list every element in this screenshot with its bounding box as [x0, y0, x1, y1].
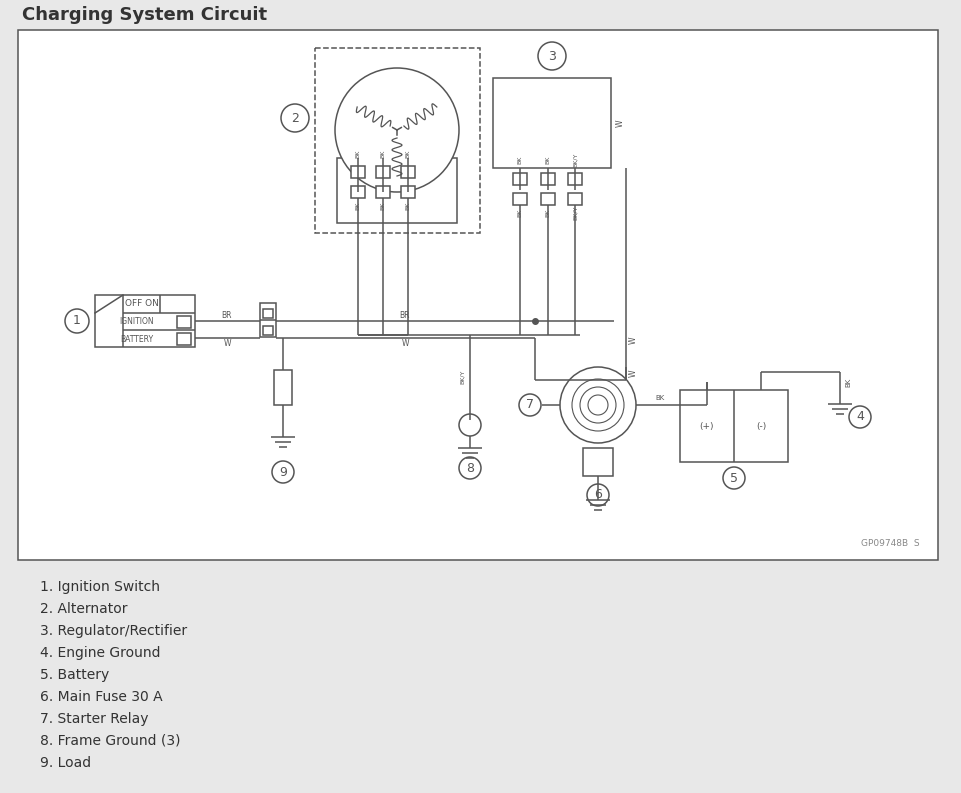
Bar [513, 173, 527, 185]
Bar [401, 186, 415, 198]
Bar [177, 316, 191, 328]
Bar [376, 186, 390, 198]
Text: BK: BK [406, 201, 410, 210]
Text: 2: 2 [291, 112, 299, 125]
Text: 6. Main Fuse 30 A: 6. Main Fuse 30 A [40, 690, 162, 704]
Bar [376, 166, 390, 178]
Text: BATTERY: BATTERY [120, 335, 154, 343]
Text: 1: 1 [73, 315, 81, 328]
Text: IGNITION: IGNITION [120, 317, 155, 327]
Bar [351, 186, 365, 198]
Text: BK: BK [356, 201, 360, 210]
Circle shape [459, 414, 481, 436]
Text: W: W [223, 339, 231, 348]
Bar [263, 309, 273, 318]
Text: BK: BK [546, 209, 551, 217]
Text: 4: 4 [856, 411, 864, 423]
Bar [274, 370, 292, 405]
Text: 4. Engine Ground: 4. Engine Ground [40, 646, 160, 660]
Text: BK/Y: BK/Y [459, 370, 464, 384]
Bar [680, 390, 788, 462]
Text: W: W [628, 336, 637, 343]
Bar [263, 326, 273, 335]
Text: W: W [615, 119, 625, 127]
Bar [493, 78, 611, 168]
Text: BK: BK [381, 150, 385, 158]
Text: OFF ON: OFF ON [125, 300, 159, 308]
Text: 9: 9 [279, 465, 287, 478]
Bar [260, 303, 276, 337]
Text: BK: BK [518, 209, 523, 217]
Bar [583, 448, 613, 476]
Circle shape [335, 68, 459, 192]
Text: 1. Ignition Switch: 1. Ignition Switch [40, 580, 160, 594]
Text: 3. Regulator/Rectifier: 3. Regulator/Rectifier [40, 624, 187, 638]
Text: Charging System Circuit: Charging System Circuit [22, 6, 267, 24]
Bar [401, 166, 415, 178]
Bar [95, 295, 195, 347]
Bar [18, 30, 938, 560]
Text: BR: BR [222, 312, 233, 320]
Bar [568, 193, 582, 205]
Text: BK: BK [406, 150, 410, 158]
Bar [337, 158, 457, 223]
Bar [568, 173, 582, 185]
Text: 5. Battery: 5. Battery [40, 668, 110, 682]
Text: 7: 7 [526, 399, 534, 412]
Circle shape [560, 367, 636, 443]
Text: BK: BK [518, 155, 523, 164]
Text: 6: 6 [594, 488, 602, 501]
Text: W: W [402, 339, 408, 348]
Text: 8. Frame Ground (3): 8. Frame Ground (3) [40, 734, 181, 748]
Text: BK: BK [845, 377, 851, 387]
Bar [351, 166, 365, 178]
Text: 8: 8 [466, 462, 474, 474]
Text: 9. Load: 9. Load [40, 756, 91, 770]
Bar [315, 48, 480, 233]
Bar [177, 333, 191, 345]
Text: GP09748B  S: GP09748B S [861, 539, 920, 548]
Text: BK: BK [381, 201, 385, 210]
Text: W: W [628, 370, 637, 377]
Text: 2. Alternator: 2. Alternator [40, 602, 128, 616]
Text: BK: BK [655, 395, 665, 401]
Text: (+): (+) [700, 422, 714, 431]
Text: BK/Y: BK/Y [573, 206, 578, 220]
Text: BK/Y: BK/Y [573, 153, 578, 167]
Text: BK: BK [356, 150, 360, 158]
Text: 5: 5 [730, 472, 738, 485]
Text: 7. Starter Relay: 7. Starter Relay [40, 712, 149, 726]
Text: BK: BK [546, 155, 551, 164]
Text: BR: BR [400, 312, 410, 320]
Bar [541, 173, 555, 185]
Text: 3: 3 [548, 49, 555, 63]
Bar [541, 193, 555, 205]
Bar [513, 193, 527, 205]
Text: (-): (-) [756, 422, 766, 431]
